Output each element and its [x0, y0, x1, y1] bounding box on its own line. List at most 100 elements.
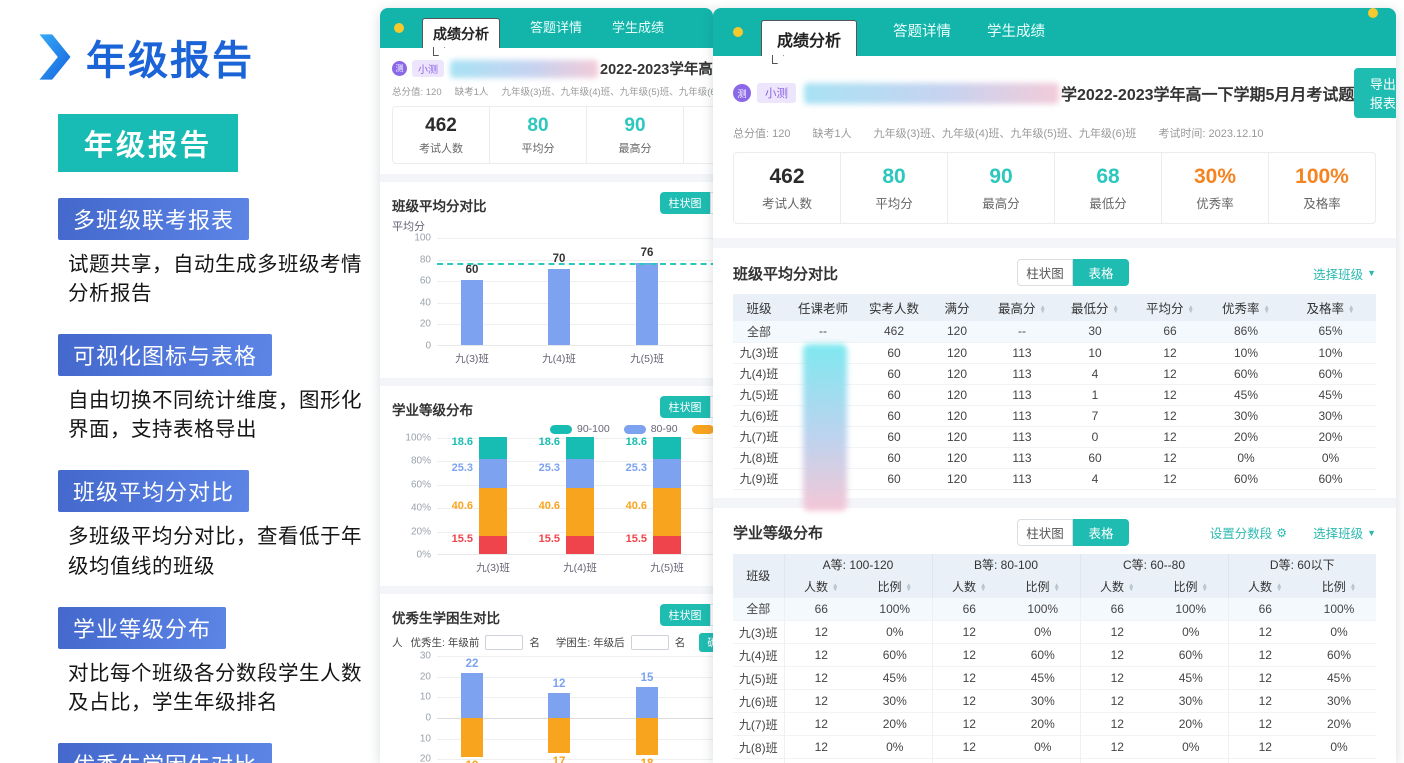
- table-cell: 九(5)班: [739, 388, 779, 402]
- sub-column-label: 比例: [877, 580, 902, 594]
- segment-value-label: 40.6: [625, 500, 647, 513]
- sort-icon[interactable]: ▲ ▼: [1202, 583, 1208, 592]
- segment-value-label: 25.3: [451, 461, 473, 474]
- toggle-bar-chart[interactable]: 柱状图: [1017, 518, 1073, 546]
- select-class-link[interactable]: 选择班级 ▼: [1313, 527, 1376, 541]
- y-tick-label: 10: [419, 733, 431, 745]
- column-header: 班级: [733, 294, 785, 321]
- y-tick-label: 20: [419, 753, 431, 763]
- avg-score-bar-chart: 0 20 40 60 80 100 60 九(3)班 70 九(4)班 76 九(5)班: [392, 233, 713, 368]
- column-header[interactable]: 及格率 ▲ ▼: [1285, 294, 1376, 321]
- table-cell: 60%: [1154, 759, 1228, 763]
- table-cell: 12: [1227, 712, 1303, 736]
- sub-column-label: 人数: [804, 580, 829, 594]
- sort-icon[interactable]: ▲ ▼: [1188, 305, 1194, 314]
- toggle-table[interactable]: 表格: [1073, 518, 1129, 546]
- toggle-table[interactable]: 表格: [710, 192, 713, 214]
- toggle-table[interactable]: 表格: [710, 604, 713, 626]
- sort-icon[interactable]: ▲ ▼: [1054, 583, 1060, 592]
- table-cell: 60%: [1233, 471, 1259, 486]
- table-cell: 60: [887, 366, 901, 381]
- table-row: 九(3)班 12 0% 12 0% 12 0% 12 0%: [733, 620, 1377, 644]
- table-cell: 30: [1088, 324, 1102, 339]
- class-average-table: 班级 任课老师 实考人数 满分 最高分 ▲ ▼ 最低分 ▲ ▼ 平均分 ▲ ▼ 优秀率 ▲ ▼ 及格率 ▲ ▼ 全部 -…: [733, 294, 1376, 490]
- column-header[interactable]: 优秀率 ▲ ▼: [1207, 294, 1285, 321]
- table-cell: 12: [1079, 666, 1155, 690]
- sub-column-header[interactable]: 比例 ▲ ▼: [1006, 575, 1081, 598]
- table-cell: 120: [946, 345, 968, 360]
- column-header[interactable]: 平均分 ▲ ▼: [1133, 294, 1207, 321]
- stat-cell: 462 考试人数: [734, 153, 841, 223]
- sort-icon[interactable]: ▲ ▼: [906, 583, 912, 592]
- tab-answer-detail[interactable]: 答题详情: [530, 20, 583, 35]
- sort-icon[interactable]: ▲ ▼: [1276, 583, 1282, 592]
- set-score-range-link[interactable]: 设置分数段 ⚙: [1209, 525, 1288, 542]
- mini-avg-chart-section: 班级平均分对比 柱状图 表格 平均分 0 20 40 60 80 100 60 九(3)班 70…: [380, 182, 713, 378]
- column-header[interactable]: 最低分 ▲ ▼: [1057, 294, 1133, 321]
- sub-column-header[interactable]: 人数 ▲ ▼: [931, 575, 1006, 598]
- toggle-table[interactable]: 表格: [710, 396, 713, 418]
- excellent-poor-diverging-chart: 30201001020302219九(3)班1217九(4)班1518九(5)班: [392, 651, 713, 763]
- sort-icon[interactable]: ▲ ▼: [1128, 583, 1135, 593]
- toggle-bar-chart[interactable]: 柱状图: [1017, 259, 1073, 286]
- legend-swatch: [691, 424, 713, 434]
- gridline: [437, 676, 713, 678]
- legend-label: 80-90: [650, 423, 678, 435]
- table-cell: 0%: [1182, 625, 1200, 639]
- gridline: [437, 697, 713, 699]
- excellent-rank-input[interactable]: [485, 634, 524, 650]
- confirm-button[interactable]: 确定: [699, 632, 713, 652]
- y-tick-label: 40%: [410, 502, 431, 514]
- table-row: 九(7)班 12 20% 12 20% 12 20% 12 20%: [733, 712, 1377, 736]
- export-report-button[interactable]: 导出报表: [1354, 68, 1396, 118]
- table-cell: 12: [931, 643, 1006, 667]
- y-tick-label: 10: [419, 691, 431, 703]
- table-header: 班级 任课老师 实考人数 满分 最高分 ▲ ▼ 最低分 ▲ ▼ 平均分 ▲ ▼ 优秀率 ▲ ▼ 及格率 ▲ ▼: [733, 294, 1376, 321]
- sort-icon[interactable]: ▲ ▼: [832, 583, 838, 592]
- sub-column-header[interactable]: 比例 ▲ ▼: [858, 575, 932, 598]
- toggle-bar-chart[interactable]: 柱状图: [660, 192, 710, 214]
- table-cell: 0%: [1237, 450, 1255, 465]
- table-cell: 45%: [1327, 671, 1352, 685]
- y-tick-label: 100%: [405, 432, 431, 444]
- tab-answer-detail[interactable]: 答题详情: [893, 24, 951, 40]
- sub-column-header[interactable]: 人数 ▲ ▼: [783, 575, 858, 598]
- tab-student-score[interactable]: 学生成绩: [612, 20, 665, 35]
- toggle-bar-chart[interactable]: 柱状图: [660, 604, 710, 626]
- exam-meta: 总分值: 120 缺考1人 九年级(3)班、九年级(4)班、九年级(5)班、九年级(…: [392, 84, 713, 98]
- sort-icon[interactable]: ▲ ▼: [1264, 305, 1270, 314]
- sort-icon[interactable]: ▲ ▼: [1113, 305, 1119, 314]
- sub-column-header[interactable]: 比例 ▲ ▼: [1302, 575, 1377, 598]
- table-cell: 12: [931, 758, 1006, 763]
- sort-down-icon: ▼: [980, 585, 987, 593]
- select-class-link[interactable]: 选择班级 ▼: [1313, 267, 1376, 282]
- bar-negative: [461, 718, 483, 758]
- sort-icon[interactable]: ▲ ▼: [1348, 305, 1354, 314]
- poor-rank-input[interactable]: [630, 634, 669, 650]
- stack-segment: [566, 535, 594, 554]
- sub-column-header[interactable]: 比例 ▲ ▼: [1154, 575, 1229, 598]
- table-cell: 30%: [1327, 694, 1352, 708]
- sort-down-icon: ▼: [1128, 585, 1135, 593]
- column-header[interactable]: 最高分 ▲ ▼: [987, 294, 1057, 321]
- sort-icon[interactable]: ▲ ▼: [980, 582, 987, 593]
- y-tick-label: 0: [425, 712, 431, 724]
- tab-score-analysis[interactable]: 成绩分析: [422, 18, 500, 56]
- sub-column-header[interactable]: 人数 ▲ ▼: [1227, 575, 1303, 598]
- grade-group-header: A等: 100-120: [783, 553, 932, 576]
- sort-icon[interactable]: ▲ ▼: [1040, 305, 1046, 314]
- sort-up-icon: ▲: [980, 582, 987, 590]
- x-axis-label: 九(4)班: [542, 353, 576, 365]
- legend-item: 60-80: [691, 423, 713, 435]
- sort-icon[interactable]: ▲ ▼: [1350, 583, 1356, 592]
- table-cell: --: [819, 324, 827, 339]
- sub-column-header[interactable]: 人数 ▲ ▼: [1079, 575, 1155, 598]
- toggle-bar-chart[interactable]: 柱状图: [660, 396, 710, 418]
- y-tick-label: 0: [425, 340, 431, 352]
- toggle-table[interactable]: 表格: [1073, 259, 1129, 286]
- tab-student-score[interactable]: 学生成绩: [987, 24, 1045, 40]
- tab-score-analysis[interactable]: 成绩分析: [761, 20, 857, 64]
- table-cell: 12: [1163, 366, 1177, 381]
- table-row: 九(6)班 60 120 113 7 12 30% 30%: [733, 405, 1376, 426]
